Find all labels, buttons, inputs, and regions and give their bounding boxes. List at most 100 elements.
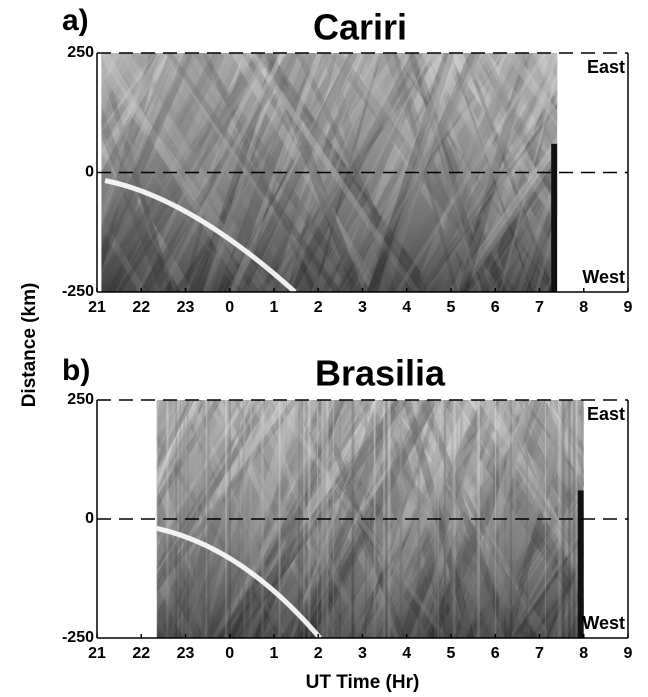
x-tick-label: 2	[314, 299, 323, 316]
streak	[612, 53, 648, 292]
y-axis-label: Distance (km)	[19, 283, 40, 408]
streak	[156, 400, 176, 441]
streak	[9, 400, 82, 638]
streak	[0, 53, 34, 292]
panel-label: a)	[62, 4, 89, 37]
streak	[8, 400, 84, 638]
panel-label: b)	[62, 354, 90, 387]
streak	[627, 53, 648, 292]
streak	[634, 400, 648, 638]
x-tick-label: 8	[579, 299, 588, 316]
streak	[0, 53, 52, 292]
annotation: East	[587, 57, 625, 77]
streak	[634, 400, 648, 638]
streak	[0, 53, 75, 292]
y-tick-label: 250	[67, 391, 94, 408]
x-tick-label: 21	[88, 645, 106, 662]
edge	[551, 143, 558, 292]
x-tick-label: 3	[358, 299, 367, 316]
x-tick-label: 5	[447, 299, 456, 316]
arc	[156, 525, 322, 638]
streak	[642, 400, 648, 638]
y-tick-label: 0	[85, 510, 94, 527]
streak	[595, 400, 648, 638]
y-tick-label: -250	[62, 629, 94, 646]
x-axis-label: UT Time (Hr)	[306, 672, 420, 693]
streak	[0, 400, 74, 638]
streak	[0, 400, 87, 638]
x-tick-label: 23	[177, 299, 195, 316]
streak	[589, 400, 648, 638]
streak	[0, 400, 41, 638]
x-tick-label: 4	[402, 299, 411, 316]
x-tick-label: 2	[314, 645, 323, 662]
streak	[587, 53, 648, 292]
streak	[614, 400, 648, 638]
streak	[0, 53, 91, 292]
streak	[565, 53, 640, 292]
streak	[586, 53, 648, 292]
streak	[614, 400, 648, 638]
streak	[0, 400, 76, 638]
keogram	[0, 400, 648, 638]
streak	[0, 53, 51, 292]
y-tick-label: -250	[62, 283, 94, 300]
x-tick-label: 7	[535, 299, 544, 316]
streak	[0, 53, 92, 292]
streak	[0, 400, 11, 638]
streak	[620, 400, 648, 638]
x-tick-label: 0	[225, 645, 234, 662]
streak	[0, 53, 42, 292]
annotation: West	[582, 267, 625, 287]
edge	[577, 490, 584, 638]
streak	[637, 53, 648, 292]
streak	[0, 400, 47, 638]
streak	[645, 53, 648, 292]
streak	[632, 400, 648, 638]
streak	[0, 53, 81, 292]
arc	[104, 178, 297, 292]
x-tick-label: 21	[88, 299, 106, 316]
streak	[593, 53, 648, 292]
x-tick-label: 7	[535, 645, 544, 662]
y-tick-label: 250	[67, 44, 94, 61]
x-tick-label: 5	[447, 645, 456, 662]
panel-title: Brasilia	[315, 353, 446, 394]
x-tick-label: 3	[358, 645, 367, 662]
y-tick-label: 0	[85, 164, 94, 181]
panel-title: Cariri	[313, 7, 407, 48]
streak	[628, 53, 648, 292]
x-tick-label: 6	[491, 645, 500, 662]
streak	[615, 53, 648, 292]
x-tick-label: 9	[624, 645, 633, 662]
streak	[590, 400, 648, 638]
streak	[586, 53, 648, 292]
streak	[616, 400, 648, 638]
annotation: West	[582, 613, 625, 633]
streak	[13, 400, 134, 638]
streak	[591, 400, 648, 638]
streak	[638, 53, 648, 292]
streak	[635, 400, 648, 638]
streak	[0, 53, 26, 292]
x-tick-label: 9	[624, 299, 633, 316]
streak	[637, 400, 648, 638]
x-tick-label: 22	[132, 645, 150, 662]
x-tick-label: 0	[225, 299, 234, 316]
x-tick-label: 22	[132, 299, 150, 316]
x-tick-label: 23	[177, 645, 195, 662]
x-tick-label: 8	[579, 645, 588, 662]
streak	[612, 53, 648, 292]
streak	[0, 53, 38, 292]
keogram	[0, 53, 648, 292]
annotation: East	[587, 404, 625, 424]
streak	[19, 53, 93, 292]
streak	[101, 53, 116, 86]
x-tick-label: 6	[491, 299, 500, 316]
x-tick-label: 4	[402, 645, 411, 662]
streak	[589, 400, 648, 638]
x-tick-label: 1	[270, 299, 279, 316]
streak	[0, 53, 41, 292]
x-tick-label: 1	[270, 645, 279, 662]
